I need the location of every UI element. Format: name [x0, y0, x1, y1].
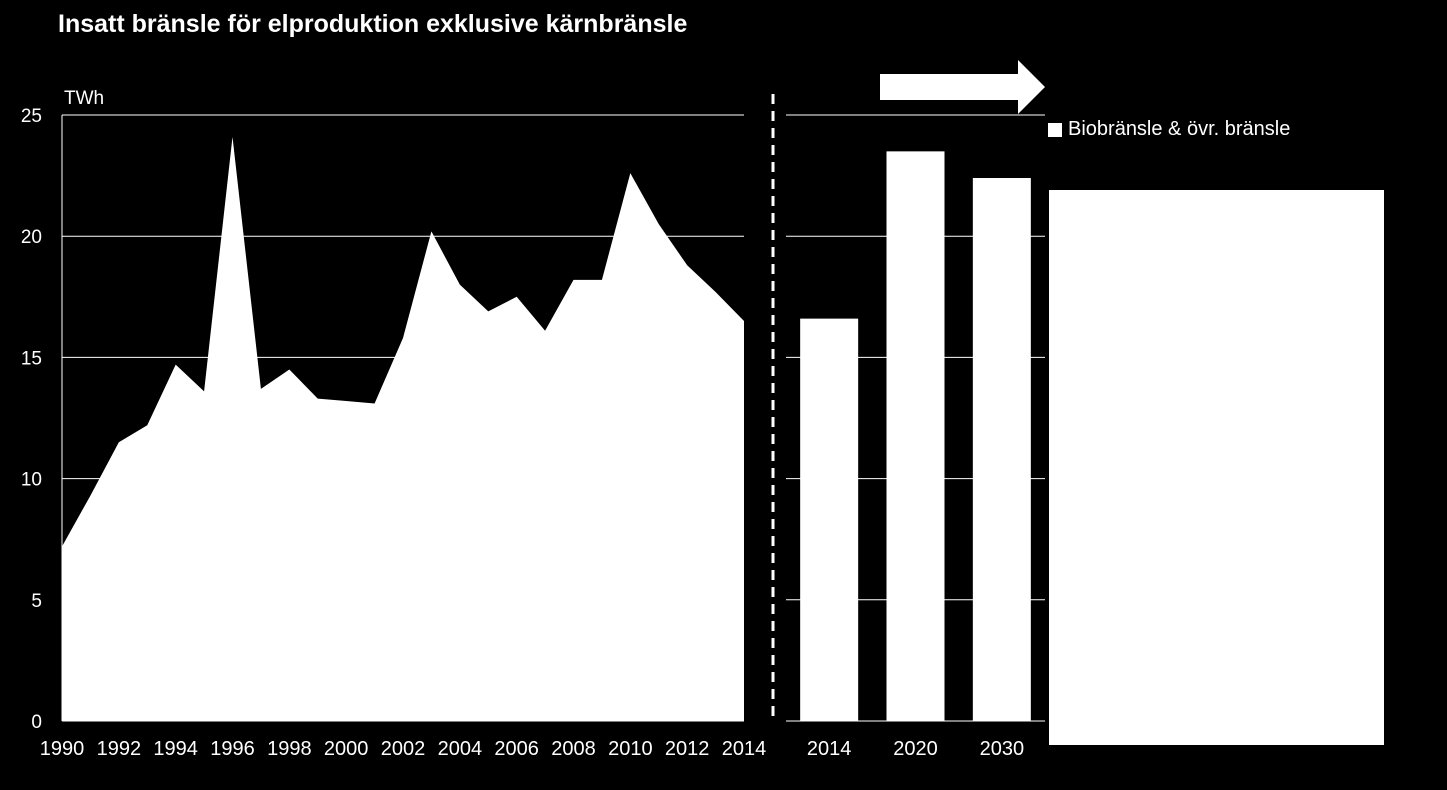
y-tick-label: 20	[21, 227, 42, 248]
bar-category-label: 2020	[893, 738, 938, 760]
x-tick-label: 2002	[381, 738, 426, 760]
chart-title: Insatt bränsle för elproduktion exklusiv…	[58, 10, 688, 38]
y-tick-label: 0	[31, 712, 42, 733]
x-tick-label: 2006	[494, 738, 539, 760]
bar	[972, 178, 1031, 722]
x-tick-label: 2012	[665, 738, 710, 760]
x-tick-label: 1996	[210, 738, 255, 760]
area-series	[62, 136, 744, 722]
bar-category-label: 2030	[980, 738, 1025, 760]
y-tick-label: 10	[21, 470, 42, 491]
x-tick-label: 2000	[324, 738, 369, 760]
bar-category-label: 2014	[807, 738, 852, 760]
y-tick-label: 25	[21, 106, 42, 127]
x-tick-label: 1992	[97, 738, 142, 760]
legend: Biobränsle & övr. bränsle	[1048, 118, 1384, 141]
x-tick-label: 1998	[267, 738, 312, 760]
x-tick-label: 2008	[551, 738, 596, 760]
bar	[800, 318, 859, 721]
right-arrow-icon	[880, 60, 1050, 125]
legend-swatch	[1048, 122, 1062, 137]
y-tick-label: 5	[31, 591, 42, 612]
legend-label: Biobränsle & övr. bränsle	[1068, 118, 1291, 140]
legend-panel	[1049, 190, 1384, 745]
legend-entry: Biobränsle & övr. bränsle	[1048, 118, 1384, 141]
x-tick-label: 2010	[608, 738, 653, 760]
y-axis-label: TWh	[64, 88, 105, 109]
x-tick-label: 2014	[722, 738, 767, 760]
x-tick-label: 1990	[40, 738, 85, 760]
y-tick-label: 15	[21, 348, 42, 369]
x-tick-label: 1994	[153, 738, 198, 760]
x-tick-label: 2004	[438, 738, 483, 760]
bar	[886, 151, 945, 722]
